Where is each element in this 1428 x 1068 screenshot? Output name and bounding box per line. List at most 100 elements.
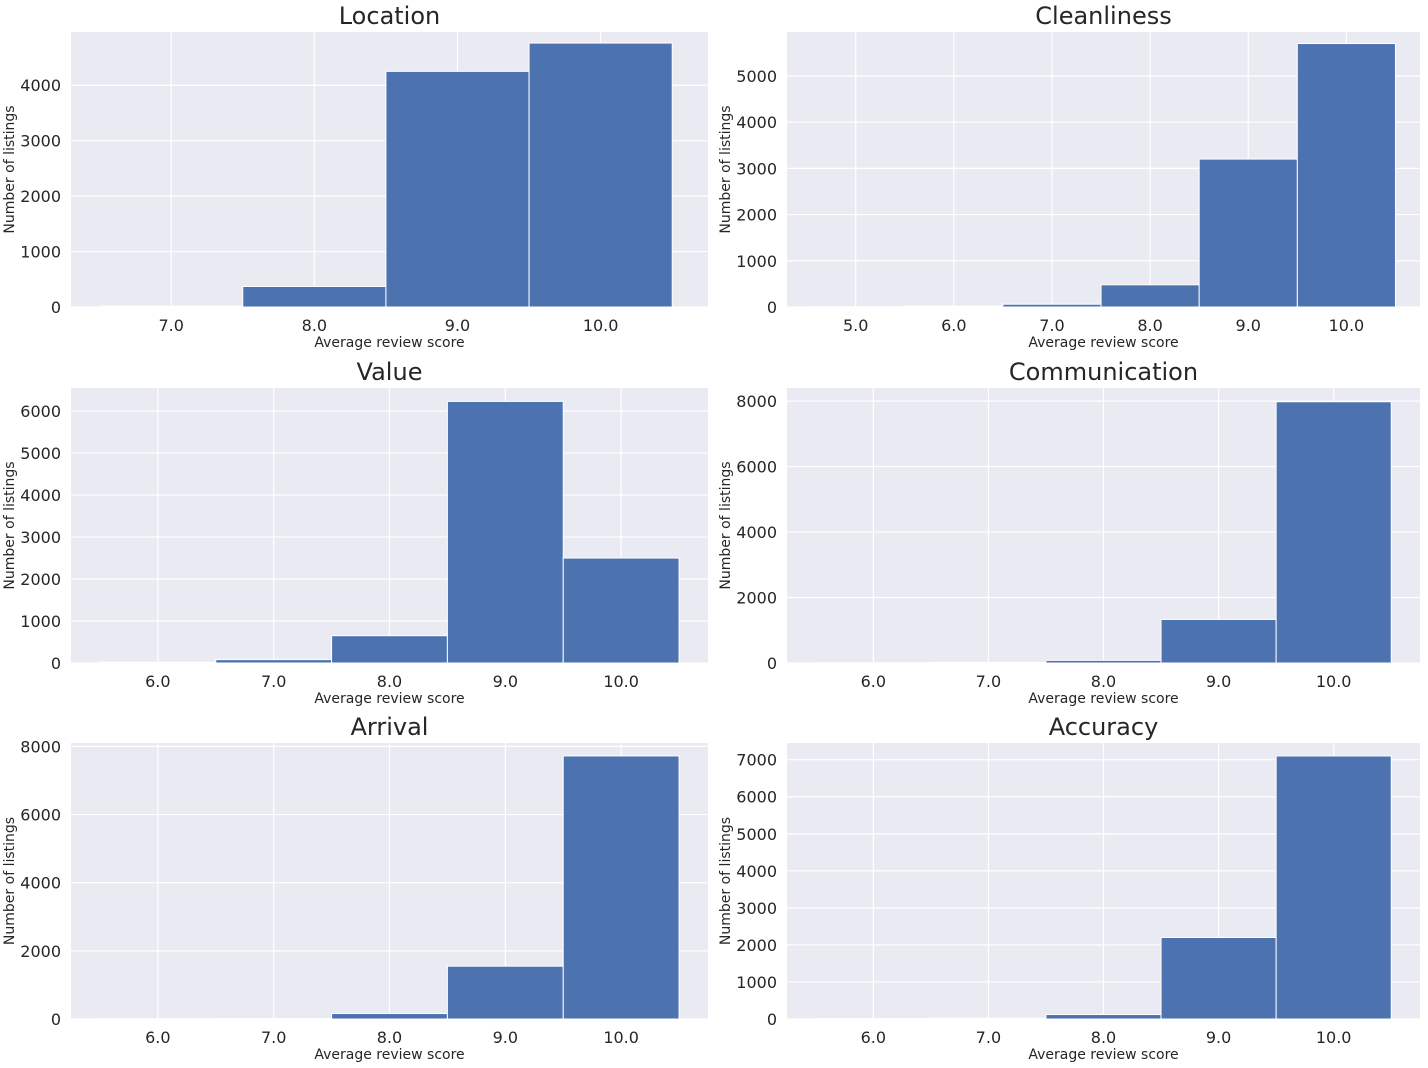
x-tick-label: 8.0 <box>1091 672 1116 691</box>
y-tick-label: 0 <box>767 654 777 673</box>
histogram-bar <box>1296 43 1396 308</box>
histogram-bar <box>1160 618 1277 664</box>
histogram-bar <box>1198 158 1298 308</box>
histogram-bar <box>385 70 530 308</box>
histogram-bar <box>99 305 244 308</box>
x-axis-label: Average review score <box>314 335 464 351</box>
chart-panel: 5.0 6.0 7.0 8.0 9.0 10.0 0 1000 2000 3000 4000 5000… <box>718 2 1420 351</box>
chart-title: Communication <box>1009 358 1198 386</box>
x-tick-label: 10.0 <box>1316 672 1352 691</box>
histogram-bar <box>904 305 1004 308</box>
chart-panel: 6.0 7.0 8.0 9.0 10.0 0 1000 2000 3000 4000 5000 600… <box>718 713 1420 1063</box>
y-tick-label: 1000 <box>20 243 61 262</box>
x-tick-label: 9.0 <box>493 672 518 691</box>
x-tick-label: 6.0 <box>861 672 886 691</box>
y-tick-label: 3000 <box>736 159 777 178</box>
y-tick-label: 5000 <box>20 444 61 463</box>
x-axis-label: Average review score <box>314 1047 464 1063</box>
chart-title: Value <box>357 358 423 386</box>
x-axis-label: Average review score <box>1028 335 1178 351</box>
histogram-bar <box>446 400 564 664</box>
y-tick-label: 0 <box>51 298 61 317</box>
histogram-bar <box>562 755 680 1020</box>
x-tick-label: 10.0 <box>583 316 619 335</box>
histogram-bar <box>1275 401 1392 664</box>
x-tick-label: 8.0 <box>1137 316 1162 335</box>
y-tick-label: 6000 <box>736 458 777 477</box>
histogram-bar <box>331 635 448 664</box>
histogram-bar <box>930 661 1047 664</box>
x-tick-label: 7.0 <box>261 672 286 691</box>
y-tick-label: 8000 <box>736 392 777 411</box>
histogram-bar <box>215 659 333 664</box>
y-tick-label: 4000 <box>20 486 61 505</box>
x-tick-label: 8.0 <box>377 672 402 691</box>
chart-title: Accuracy <box>1049 713 1159 741</box>
y-tick-label: 2000 <box>20 187 61 206</box>
x-tick-label: 7.0 <box>1039 316 1064 335</box>
histogram-bar <box>562 557 680 664</box>
histogram-bar <box>1160 936 1277 1020</box>
y-tick-label: 0 <box>767 1010 777 1029</box>
y-tick-label: 6000 <box>20 402 61 421</box>
x-tick-label: 6.0 <box>145 1028 170 1047</box>
y-tick-label: 4000 <box>736 523 777 542</box>
histogram-bar <box>1002 303 1102 308</box>
y-tick-label: 2000 <box>20 570 61 589</box>
histogram-bar <box>528 42 673 308</box>
y-tick-label: 4000 <box>736 862 777 881</box>
x-tick-label: 10.0 <box>1329 316 1365 335</box>
y-tick-label: 3000 <box>20 528 61 547</box>
histogram-bar <box>242 285 387 308</box>
x-tick-label: 7.0 <box>158 316 183 335</box>
x-tick-label: 8.0 <box>1091 1028 1116 1047</box>
x-axis-label: Average review score <box>1028 691 1178 707</box>
y-axis-label: Number of listings <box>718 817 734 945</box>
x-tick-label: 10.0 <box>603 1028 639 1047</box>
histogram-bar <box>1275 755 1392 1020</box>
histogram-bar <box>1100 284 1200 308</box>
chart-panel: 7.0 8.0 9.0 10.0 0 1000 2000 3000 4000 Location Av… <box>2 2 708 351</box>
x-tick-label: 7.0 <box>976 672 1001 691</box>
chart-title: Cleanliness <box>1035 2 1171 30</box>
y-tick-label: 6000 <box>736 788 777 807</box>
x-tick-label: 10.0 <box>1316 1028 1352 1047</box>
histogram-bar <box>446 965 564 1020</box>
y-tick-label: 6000 <box>20 806 61 825</box>
y-tick-label: 1000 <box>736 252 777 271</box>
y-tick-label: 2000 <box>736 589 777 608</box>
y-tick-label: 5000 <box>736 67 777 86</box>
y-tick-label: 2000 <box>736 936 777 955</box>
histogram-bar <box>1045 659 1162 664</box>
x-tick-label: 10.0 <box>603 672 639 691</box>
chart-panel: 6.0 7.0 8.0 9.0 10.0 0 1000 2000 3000 4000 5000 600… <box>2 358 708 707</box>
x-tick-label: 7.0 <box>976 1028 1001 1047</box>
x-tick-label: 9.0 <box>1236 316 1261 335</box>
histogram-bar <box>215 1017 333 1020</box>
histogram-bar <box>99 661 217 664</box>
histogram-bar <box>930 1017 1047 1020</box>
x-tick-label: 8.0 <box>302 316 327 335</box>
y-tick-label: 0 <box>51 1010 61 1029</box>
x-tick-label: 6.0 <box>861 1028 886 1047</box>
chart-panel: 6.0 7.0 8.0 9.0 10.0 0 2000 4000 6000 8000 Communi… <box>718 358 1420 707</box>
y-tick-label: 1000 <box>20 612 61 631</box>
y-tick-label: 4000 <box>736 113 777 132</box>
x-tick-label: 9.0 <box>1206 672 1231 691</box>
y-tick-label: 4000 <box>20 76 61 95</box>
y-tick-label: 7000 <box>736 751 777 770</box>
y-tick-label: 3000 <box>736 899 777 918</box>
x-tick-label: 8.0 <box>377 1028 402 1047</box>
x-tick-label: 9.0 <box>445 316 470 335</box>
x-axis-label: Average review score <box>1028 1047 1178 1063</box>
chart-panel: 6.0 7.0 8.0 9.0 10.0 0 2000 4000 6000 8000 Arrival… <box>2 713 708 1063</box>
y-tick-label: 0 <box>767 298 777 317</box>
y-axis-label: Number of listings <box>718 105 734 233</box>
y-axis-label: Number of listings <box>2 817 18 945</box>
y-tick-label: 5000 <box>736 825 777 844</box>
y-tick-label: 8000 <box>20 737 61 756</box>
y-tick-label: 4000 <box>20 874 61 893</box>
y-tick-label: 0 <box>51 654 61 673</box>
histogram-bar <box>1045 1014 1162 1020</box>
